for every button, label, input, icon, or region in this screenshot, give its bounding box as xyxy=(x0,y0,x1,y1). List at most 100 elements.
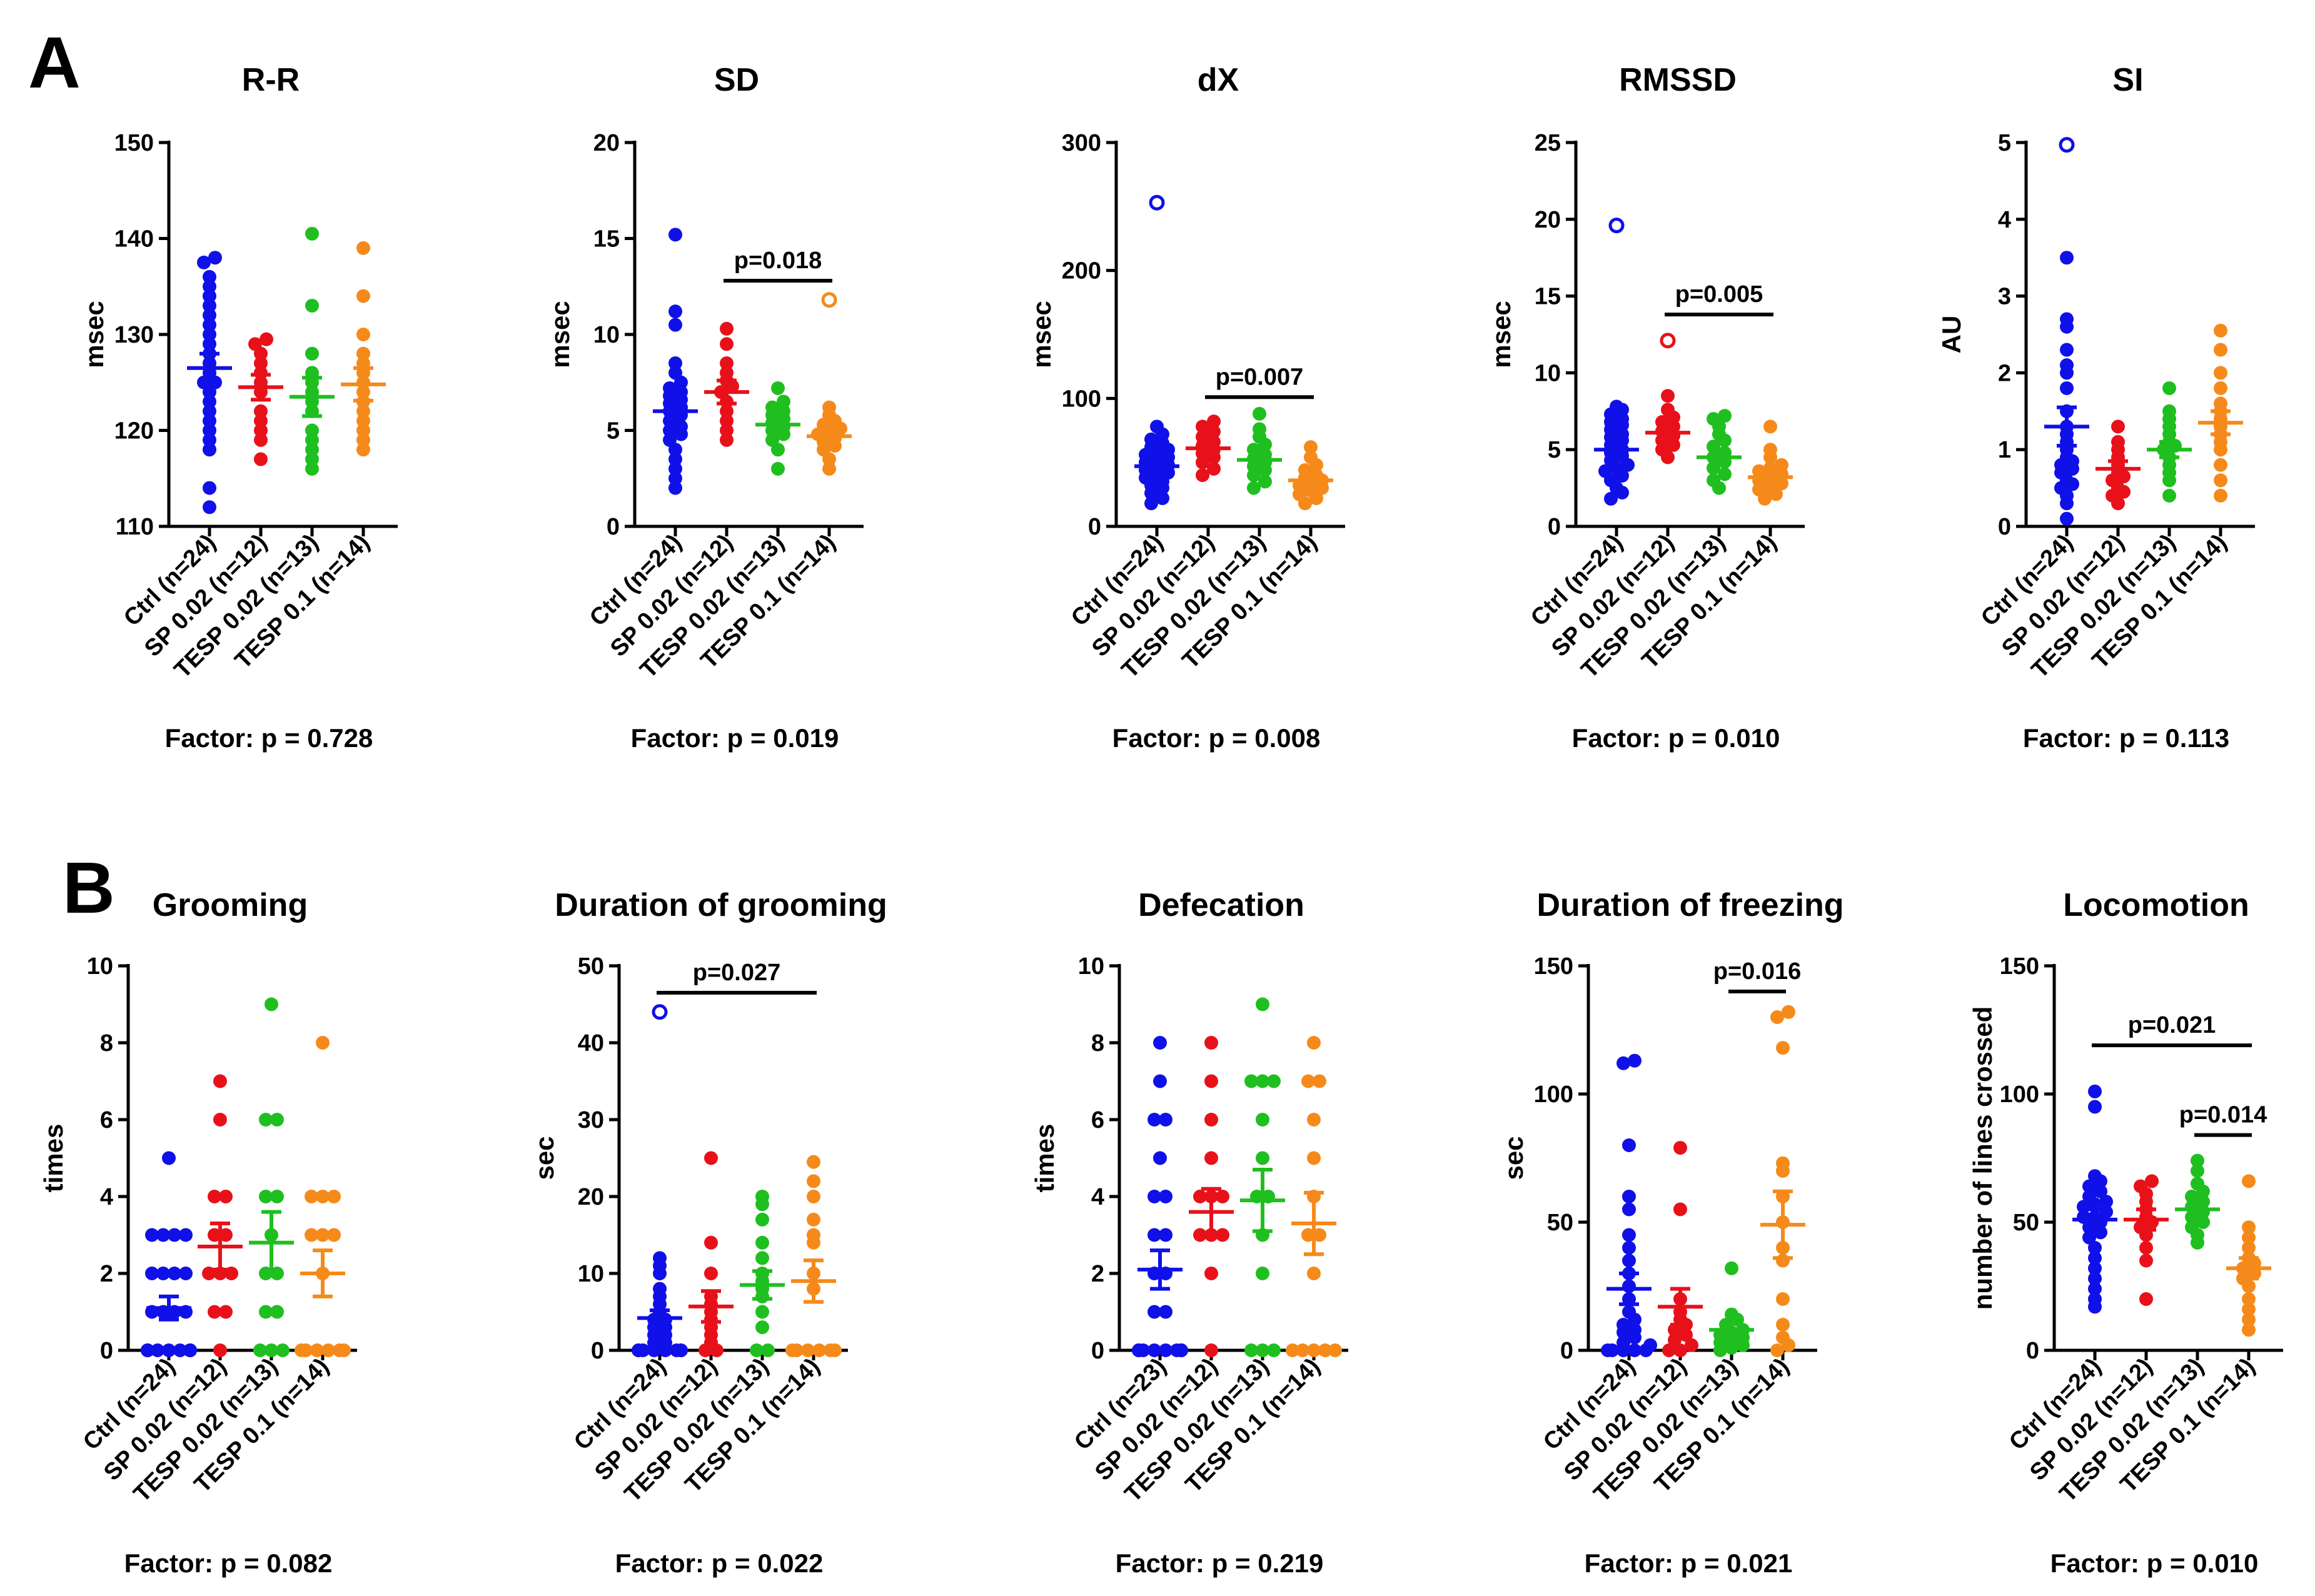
data-point xyxy=(356,433,370,447)
factor-p-value: Factor: p = 0.008 xyxy=(1112,723,1321,753)
data-point xyxy=(219,1228,233,1242)
data-point xyxy=(1610,399,1623,414)
data-point xyxy=(2162,404,2176,418)
data-point xyxy=(321,1343,335,1357)
data-point xyxy=(1616,1056,1630,1070)
y-tick-label: 120 xyxy=(114,418,154,444)
factor-p-value: Factor: p = 0.019 xyxy=(631,723,839,753)
data-point xyxy=(1605,1343,1619,1357)
data-point xyxy=(1662,1343,1676,1357)
data-point xyxy=(156,1228,170,1242)
data-point xyxy=(168,1228,181,1242)
data-point xyxy=(1673,1141,1687,1155)
y-tick-label: 0 xyxy=(1091,1338,1104,1364)
y-tick-label: 4 xyxy=(1998,207,2011,233)
data-point xyxy=(1776,1318,1790,1332)
data-point xyxy=(305,1228,318,1242)
data-point xyxy=(248,337,262,351)
data-point xyxy=(2088,1084,2102,1098)
data-point xyxy=(1313,1228,1326,1242)
y-tick-label: 130 xyxy=(114,322,154,348)
data-point xyxy=(183,1343,197,1357)
data-point xyxy=(1147,1343,1161,1357)
factor-p-value: Factor: p = 0.082 xyxy=(124,1548,333,1578)
data-point xyxy=(162,1343,176,1357)
data-point xyxy=(720,366,734,380)
data-point xyxy=(2162,381,2176,395)
data-point xyxy=(203,308,216,323)
data-point xyxy=(1256,1113,1269,1127)
p-value-label: p=0.021 xyxy=(2128,1012,2216,1038)
data-point xyxy=(2242,1312,2256,1327)
y-tick-label: 3 xyxy=(1998,284,2011,310)
data-point xyxy=(2214,488,2227,503)
data-point xyxy=(720,356,734,371)
factor-p-value: Factor: p = 0.010 xyxy=(2050,1548,2259,1578)
data-point xyxy=(720,414,734,428)
data-point xyxy=(1286,1343,1299,1357)
data-point xyxy=(1679,1328,1693,1342)
data-point xyxy=(145,1228,159,1242)
data-point xyxy=(2214,396,2227,411)
data-point xyxy=(203,404,216,418)
y-tick-label: 0 xyxy=(1088,514,1101,540)
y-tick-label: 150 xyxy=(2000,953,2039,980)
data-point xyxy=(213,1113,227,1127)
data-point xyxy=(2134,1179,2147,1193)
data-point xyxy=(265,997,278,1011)
chart-title: Grooming xyxy=(153,887,308,923)
data-point xyxy=(755,1305,769,1319)
data-point xyxy=(807,1212,820,1227)
factor-p-value: Factor: p = 0.113 xyxy=(2023,723,2229,753)
y-axis-label: msec xyxy=(1027,301,1056,368)
data-point xyxy=(2088,1272,2102,1286)
data-point xyxy=(179,1267,193,1280)
data-point xyxy=(1668,1333,1682,1347)
data-point xyxy=(305,461,319,476)
data-point xyxy=(1207,461,1221,476)
data-point xyxy=(305,443,319,457)
data-point xyxy=(305,423,319,438)
y-tick-label: 0 xyxy=(607,514,620,540)
y-tick-label: 50 xyxy=(2013,1210,2039,1236)
data-point xyxy=(305,433,319,447)
data-point xyxy=(260,332,273,346)
data-point xyxy=(259,1305,273,1319)
data-point xyxy=(1770,1343,1784,1357)
data-point xyxy=(203,337,216,351)
data-point xyxy=(1204,1113,1218,1127)
data-point xyxy=(305,226,319,241)
data-point xyxy=(653,1282,667,1296)
data-point xyxy=(203,298,216,313)
data-point xyxy=(299,1343,313,1357)
y-tick-label: 8 xyxy=(100,1030,113,1056)
data-point xyxy=(1304,450,1318,464)
data-point xyxy=(254,433,268,447)
data-point xyxy=(265,1343,278,1357)
y-tick-label: 0 xyxy=(591,1338,604,1364)
data-point xyxy=(203,318,216,332)
data-point xyxy=(2060,358,2074,373)
data-point xyxy=(356,404,370,418)
data-point xyxy=(674,385,688,399)
data-point xyxy=(636,1343,650,1357)
factor-p-value: Factor: p = 0.021 xyxy=(1585,1548,1793,1578)
data-point xyxy=(755,1251,769,1265)
data-point xyxy=(1256,997,1269,1011)
y-tick-label: 20 xyxy=(578,1184,604,1210)
data-point xyxy=(1307,1151,1321,1165)
data-point xyxy=(653,1251,667,1265)
data-point xyxy=(2242,1323,2256,1337)
data-point xyxy=(203,481,216,495)
data-point xyxy=(1318,1343,1332,1357)
data-point xyxy=(2191,1153,2204,1168)
data-point xyxy=(1244,1074,1258,1088)
y-tick-label: 150 xyxy=(1534,953,1573,980)
chart-title: dX xyxy=(1198,62,1239,98)
panel-letter-b: B xyxy=(63,847,115,928)
